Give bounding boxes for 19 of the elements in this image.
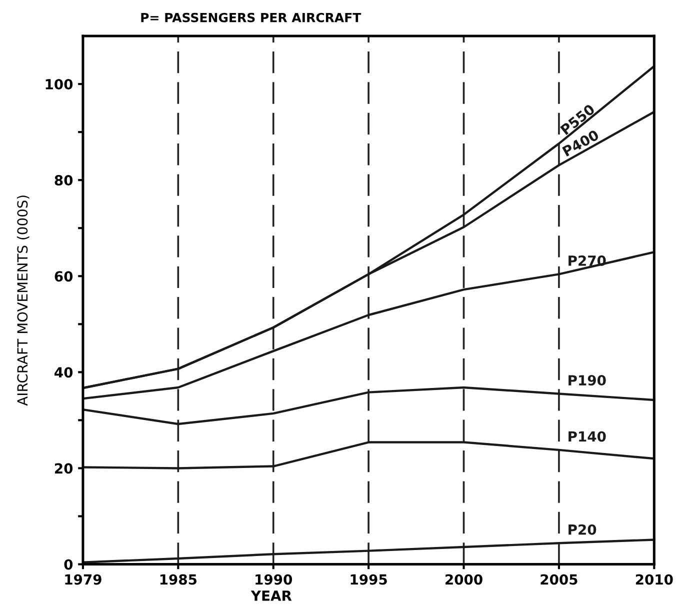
y-tick-label: 20 xyxy=(55,463,73,474)
y-axis-title: AIRCRAFT MOVEMENTS (000S) xyxy=(16,196,30,406)
x-tick-label: 2010 xyxy=(636,574,673,585)
y-tick-label: 60 xyxy=(54,271,73,282)
series-label: P190 xyxy=(568,375,606,386)
x-tick-label: 1985 xyxy=(160,574,197,585)
series-label: P140 xyxy=(568,431,606,442)
x-tick-label: 1979 xyxy=(65,574,102,585)
x-tick-label: 2000 xyxy=(446,574,482,585)
chart-title: P= PASSENGERS PER AIRCRAFT xyxy=(141,12,362,22)
series-label: P20 xyxy=(568,524,596,535)
x-tick-label: 2005 xyxy=(540,574,578,585)
y-tick-label: 40 xyxy=(54,367,73,378)
x-tick-label: 1995 xyxy=(350,574,387,585)
x-axis-title: YEAR xyxy=(250,590,292,601)
x-tick-label: 1990 xyxy=(256,574,292,585)
y-tick-label: 0 xyxy=(64,559,73,570)
y-tick-label: 80 xyxy=(54,175,73,186)
y-tick-label: 100 xyxy=(46,78,73,90)
